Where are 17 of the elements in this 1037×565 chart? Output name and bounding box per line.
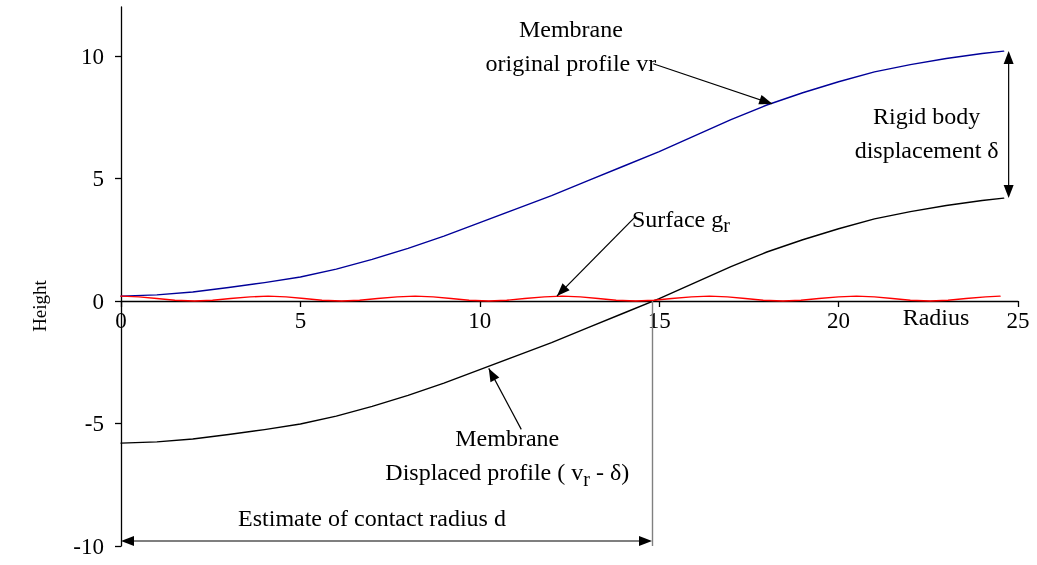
y-axis-title: Height [28, 280, 51, 332]
annotation: Membrane Displaced profile ( v$_{r}$ - δ) [385, 424, 630, 493]
annotation: Surface g$_{r}$ [631, 204, 730, 239]
x-tick-label: 5 [294, 308, 307, 333]
annotation: Estimate of contact radius d [238, 504, 506, 533]
y-tick-label: 5 [92, 166, 104, 191]
y-tick-label: -5 [84, 411, 104, 436]
x-axis-title: Radius [902, 303, 970, 332]
x-tick-label: 15 [647, 308, 671, 333]
y-tick-label: 0 [92, 288, 104, 314]
y-tick-label: 10 [81, 43, 104, 69]
annotation: Rigid body displacement δ [854, 101, 999, 165]
annotation: Membrane original profile vr [485, 14, 657, 78]
x-tick-label: 10 [468, 308, 492, 333]
x-tick-label: 25 [1006, 308, 1030, 333]
x-tick-label: 20 [827, 308, 851, 333]
y-tick-label: -10 [73, 533, 104, 559]
